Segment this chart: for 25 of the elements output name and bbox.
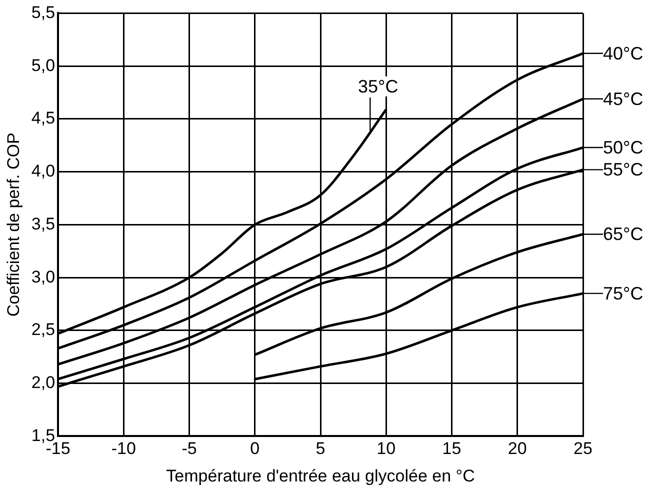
series-label: 35°C [358,76,398,96]
x-tick-label: -10 [111,439,136,458]
y-tick-label: 5,0 [31,56,56,75]
legend-label: 50°C [603,137,644,158]
x-tick-label: 10 [376,439,396,458]
y-tick-label: 4,5 [31,108,56,128]
x-tick-label: 25 [574,439,592,458]
legend-label: 65°C [603,224,644,244]
x-tick-label: 15 [442,439,462,458]
y-tick-label: 2,0 [31,373,56,392]
y-axis-title: Coefficient de perf. COP [4,132,23,317]
y-tick-label: 3,5 [31,214,56,234]
x-tick-label: -5 [182,439,197,458]
legend-label: 55°C [603,160,644,180]
legend-label: 40°C [603,43,644,64]
legend-label: 45°C [603,88,644,109]
legend-label: 75°C [603,283,644,304]
x-tick-label: 5 [316,439,326,458]
y-tick-label: 3,0 [31,267,56,286]
x-tick-label: 20 [508,439,527,458]
y-tick-label: 5,5 [31,2,56,22]
x-axis-title: Température d'entrée eau glycolée en °C [166,466,475,486]
y-tick-label: 4,0 [31,162,56,181]
x-tick-label: 0 [250,439,260,458]
y-tick-label: 2,5 [31,320,56,340]
